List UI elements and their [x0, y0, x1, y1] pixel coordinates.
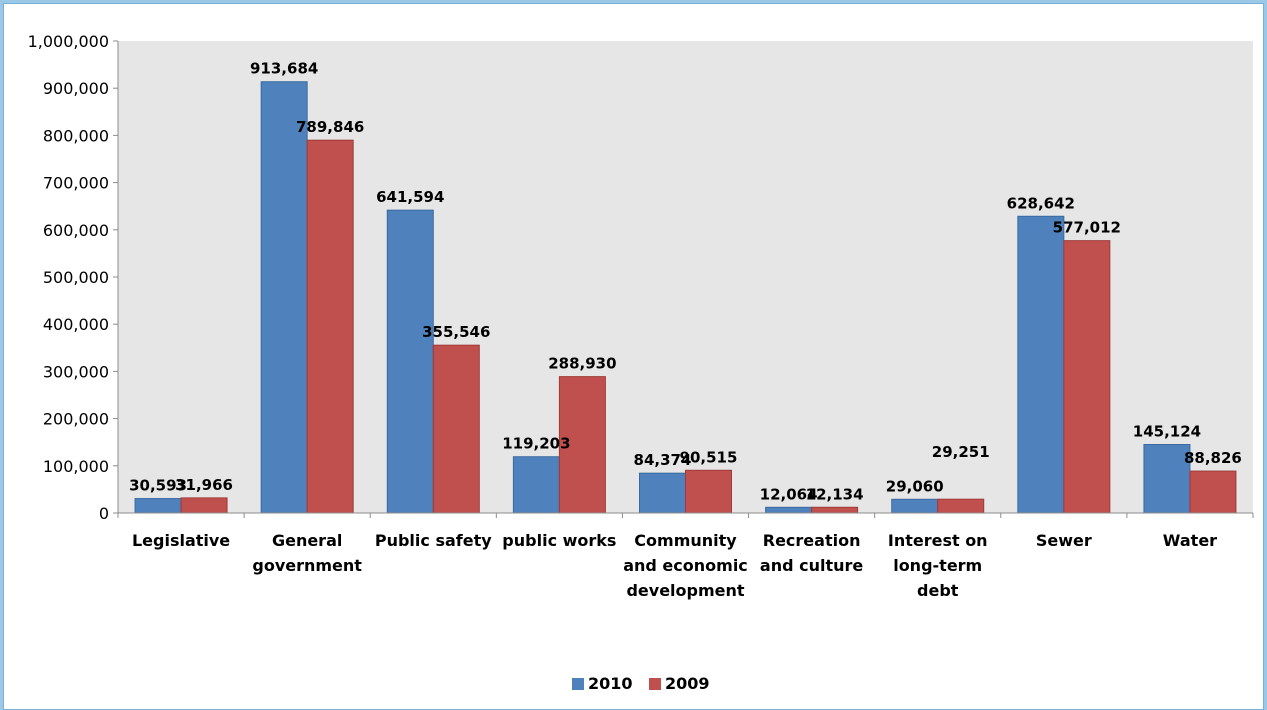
bar-2009-6: [937, 498, 985, 514]
bar-2009-2: [432, 344, 480, 514]
data-label-2010-6: 29,060: [886, 477, 944, 495]
data-label-2010-0: 30,593: [129, 477, 187, 495]
data-label-2009-0: 31,966: [175, 476, 233, 494]
x-category-label: Water: [1163, 531, 1217, 550]
data-labels: 30,593 913,684 641,594 119,203 84,374 12,064 2…: [129, 60, 1242, 504]
bar-2009-7: [1063, 240, 1111, 514]
x-category-label: Legislative: [132, 531, 230, 550]
legend-label-2009: 2009: [665, 674, 710, 693]
x-category-label: Sewer: [1036, 531, 1092, 550]
data-label-2010-7: 628,642: [1007, 194, 1075, 212]
y-tick-label: 800,000: [43, 126, 109, 145]
y-axis: 0 100,000 200,000 300,000 400,000 500,000 600,…: [28, 32, 119, 523]
bar-2010-3: [512, 456, 560, 514]
bar-2010-2: [386, 209, 434, 514]
bars: [134, 81, 1237, 514]
data-label-2009-7: 577,012: [1053, 219, 1121, 237]
y-tick-label: 700,000: [43, 174, 109, 193]
y-tick-label: 0: [99, 504, 109, 523]
bar-2010-4: [639, 472, 686, 514]
y-tick-label: 500,000: [43, 268, 109, 287]
data-label-2010-8: 145,124: [1133, 423, 1201, 441]
bar-2010-7: [1017, 215, 1065, 514]
data-label-2010-2: 641,594: [376, 188, 444, 206]
data-label-2009-8: 88,826: [1184, 449, 1242, 467]
bar-2009-3: [558, 376, 606, 514]
y-tick-label: 600,000: [43, 221, 109, 240]
x-category-label: Recreation and culture: [760, 531, 864, 575]
bar-2009-5: [811, 506, 859, 514]
legend: 2010 2009: [572, 674, 710, 693]
bar-2009-4: [685, 469, 732, 514]
bar-2010-1: [260, 81, 308, 514]
legend-swatch-2009: [649, 678, 661, 690]
x-category-label: public works: [502, 531, 616, 550]
y-tick-label: 300,000: [43, 362, 109, 381]
bar-2010-0: [134, 498, 182, 514]
y-tick-label: 400,000: [43, 315, 109, 334]
data-label-2010-4: 84,374: [634, 451, 692, 469]
bar-2009-0: [180, 497, 228, 514]
y-tick-label: 1,000,000: [28, 32, 109, 51]
legend-label-2010: 2010: [588, 674, 633, 693]
y-tick-label: 200,000: [43, 410, 109, 429]
data-label-2010-3: 119,203: [502, 435, 570, 453]
legend-swatch-2010: [572, 678, 584, 690]
x-category-label: General government: [252, 531, 362, 575]
data-label-2009-6: 29,251: [932, 443, 990, 461]
y-tick-label: 100,000: [43, 457, 109, 476]
data-label-2009-2: 355,546: [422, 323, 490, 341]
bar-2010-5: [765, 506, 813, 514]
data-label-2010-5: 12,064: [760, 485, 818, 503]
bar-2010-6: [891, 498, 939, 514]
data-label-2009-4: 90,515: [680, 448, 738, 466]
x-category-label: Interest on long-term debt: [888, 531, 988, 600]
x-axis: Legislative General government Public safet…: [117, 512, 1254, 600]
data-label-2009-5: 12,134: [806, 485, 864, 503]
bar-2009-1: [306, 139, 354, 514]
x-category-label: Public safety: [375, 531, 492, 550]
x-category-label: Community and economic development: [623, 531, 748, 600]
data-label-2009-1: 789,846: [296, 118, 364, 136]
bar-2009-8: [1189, 470, 1237, 514]
data-label-2009-3: 288,930: [548, 355, 616, 373]
y-tick-label: 900,000: [43, 79, 109, 98]
data-label-2010-1: 913,684: [250, 60, 318, 78]
